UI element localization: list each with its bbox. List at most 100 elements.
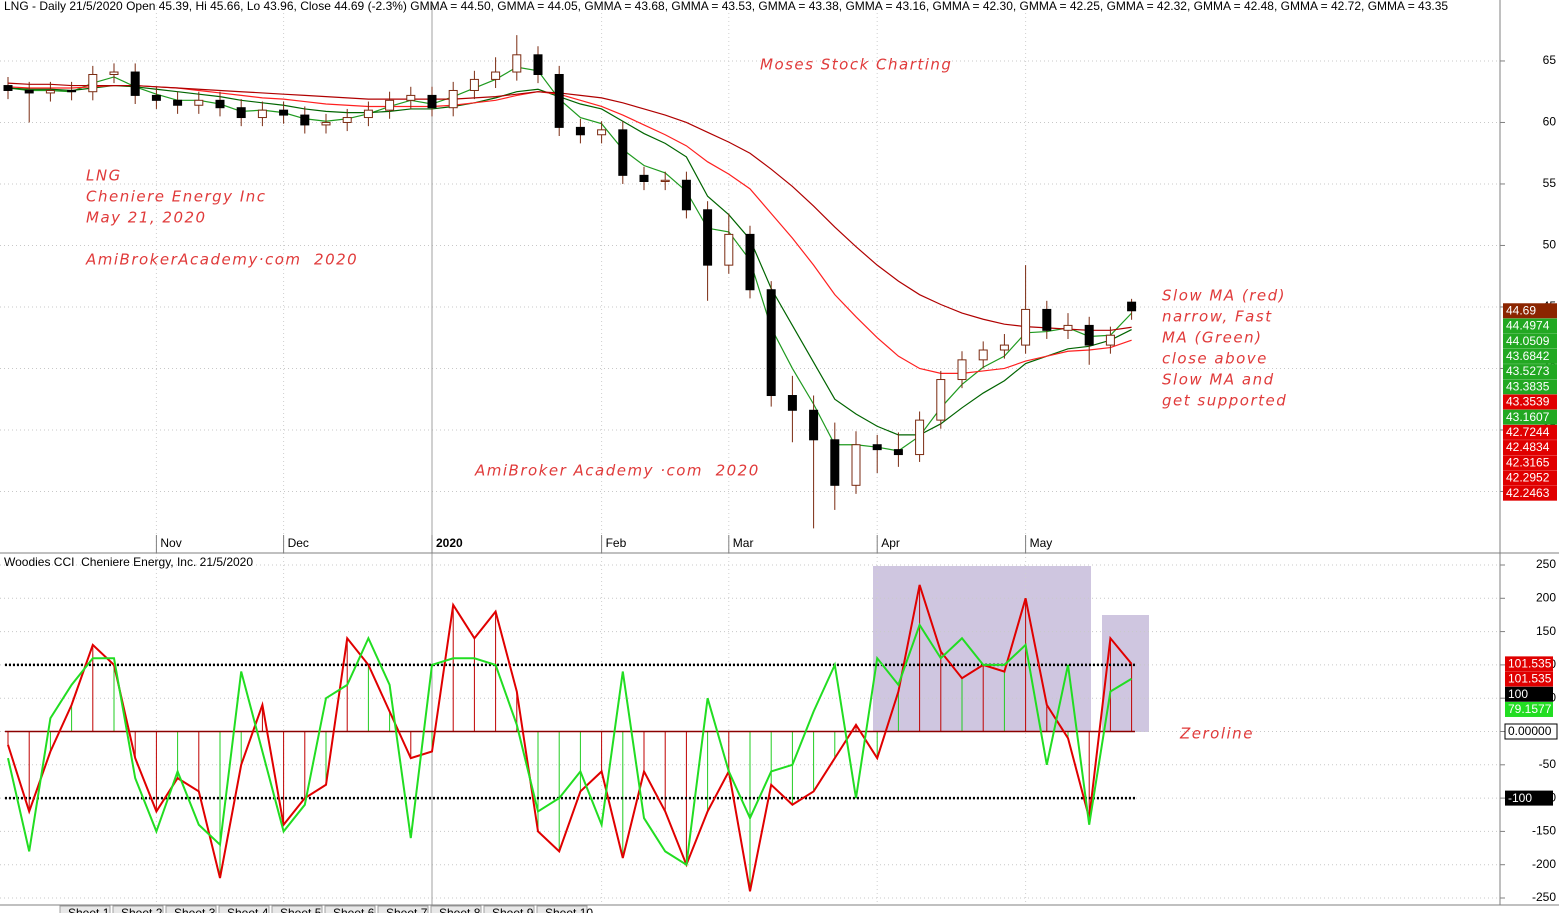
sheet-tab[interactable] <box>483 905 535 913</box>
sheet-tab[interactable] <box>218 905 270 913</box>
candle-body <box>957 359 967 381</box>
candle-body <box>194 99 204 106</box>
candle-body <box>745 233 755 291</box>
value-label: -100 <box>1508 791 1532 805</box>
candle-body <box>597 129 607 136</box>
candle-body <box>279 109 289 116</box>
candle-body <box>1021 308 1031 346</box>
candle-body <box>724 233 734 266</box>
candle-body <box>851 444 861 486</box>
price-label: 42.2952 <box>1506 471 1550 485</box>
candle-body <box>45 89 55 94</box>
price-label-box <box>1503 470 1557 486</box>
y-tick-label: 250 <box>1536 557 1556 571</box>
candle-body <box>936 379 946 421</box>
price-label-box <box>1503 394 1557 410</box>
price-label: 43.6842 <box>1506 349 1550 363</box>
candle-body <box>67 89 77 93</box>
candle-body <box>787 395 797 411</box>
value-label-box <box>1505 701 1553 717</box>
candle-body <box>491 71 501 80</box>
sheet-tab-label: Sheet 3 <box>174 906 216 913</box>
sheet-tab-label: Sheet 9 <box>492 906 534 913</box>
sheet-tab[interactable] <box>430 905 482 913</box>
candle-body <box>342 117 352 123</box>
x-tick-label: Feb <box>606 536 627 550</box>
candle-body <box>830 439 840 486</box>
chart-title: LNG - Daily 21/5/2020 Open 45.39, Hi 45.… <box>4 0 1448 13</box>
sheet-tab-label: Sheet 1 <box>68 906 110 913</box>
sheet-tab[interactable] <box>377 905 429 913</box>
price-label-box <box>1503 485 1557 501</box>
value-label: 0.00000 <box>1508 724 1552 738</box>
annotation: May 21, 2020 <box>86 209 207 227</box>
sheet-tab[interactable] <box>324 905 376 913</box>
x-tick-label: May <box>1030 536 1053 550</box>
candle-body <box>1105 334 1115 346</box>
y-tick-label: -150 <box>1532 824 1556 838</box>
y-tick-label: 200 <box>1536 590 1556 604</box>
candle-body <box>703 209 713 266</box>
price-label-box <box>1503 348 1557 364</box>
value-label-box <box>1505 671 1553 687</box>
value-label: 100 <box>1508 687 1528 701</box>
x-tick-label: Nov <box>160 536 181 550</box>
cci-line <box>7 622 1133 867</box>
price-label-box <box>1503 303 1557 319</box>
candle-body <box>1042 308 1052 331</box>
value-label: 101.535 <box>1508 657 1552 671</box>
candle-body <box>575 126 585 136</box>
annotation: Moses Stock Charting <box>760 56 952 74</box>
price-label-box <box>1503 409 1557 425</box>
annotation: Zeroline <box>1179 725 1254 743</box>
candle-body <box>893 449 903 456</box>
candle-body <box>236 107 246 119</box>
candle-body <box>385 99 395 111</box>
candle-body <box>554 73 564 128</box>
sheet-tab-label: Sheet 4 <box>227 906 269 913</box>
sheet-tab-label: Sheet 7 <box>386 906 428 913</box>
value-label-box <box>1505 790 1553 806</box>
value-label: 101.535 <box>1508 672 1552 686</box>
price-label-box <box>1503 379 1557 395</box>
y-tick-label: 55 <box>1543 176 1557 190</box>
annotation: LNG <box>86 167 122 185</box>
sheet-tab[interactable] <box>59 905 111 913</box>
price-label: 43.3835 <box>1506 379 1550 393</box>
y-tick-label: 65 <box>1543 53 1557 67</box>
gmma-line <box>7 82 1132 331</box>
candle-body <box>321 121 331 126</box>
candle-body <box>1084 324 1094 346</box>
price-label-box <box>1503 424 1557 440</box>
price-label: 44.4974 <box>1506 319 1550 333</box>
candle-body <box>300 114 310 126</box>
sheet-tab[interactable] <box>112 905 164 913</box>
y-tick-label: 50 <box>1543 238 1557 252</box>
sheet-tab[interactable] <box>165 905 217 913</box>
candle-body <box>618 129 628 176</box>
candle-body <box>427 94 437 109</box>
annotation: AmiBroker Academy ·com 2020 <box>474 462 760 480</box>
candle-body <box>3 85 13 91</box>
candle-body <box>448 89 458 109</box>
layer <box>0 5 1500 905</box>
candle-body <box>215 99 225 109</box>
sheet-tab[interactable] <box>271 905 323 913</box>
y-tick-label: -250 <box>1532 890 1556 904</box>
price-label: 42.7244 <box>1506 425 1550 439</box>
candle-body <box>109 71 119 75</box>
price-label: 44.69 <box>1506 303 1536 317</box>
y-tick-label: 60 <box>1543 115 1557 129</box>
candle-body <box>915 419 925 456</box>
sheet-tab-label: Sheet 8 <box>439 906 481 913</box>
sheet-tab[interactable] <box>536 905 588 913</box>
price-label-box <box>1503 333 1557 349</box>
candle-body <box>809 409 819 441</box>
price-label: 42.2463 <box>1506 486 1550 500</box>
x-tick-label: Mar <box>733 536 754 550</box>
x-tick-label: Apr <box>881 536 900 550</box>
gmma-line <box>7 84 1132 374</box>
y-tick-label: 150 <box>1536 624 1556 638</box>
